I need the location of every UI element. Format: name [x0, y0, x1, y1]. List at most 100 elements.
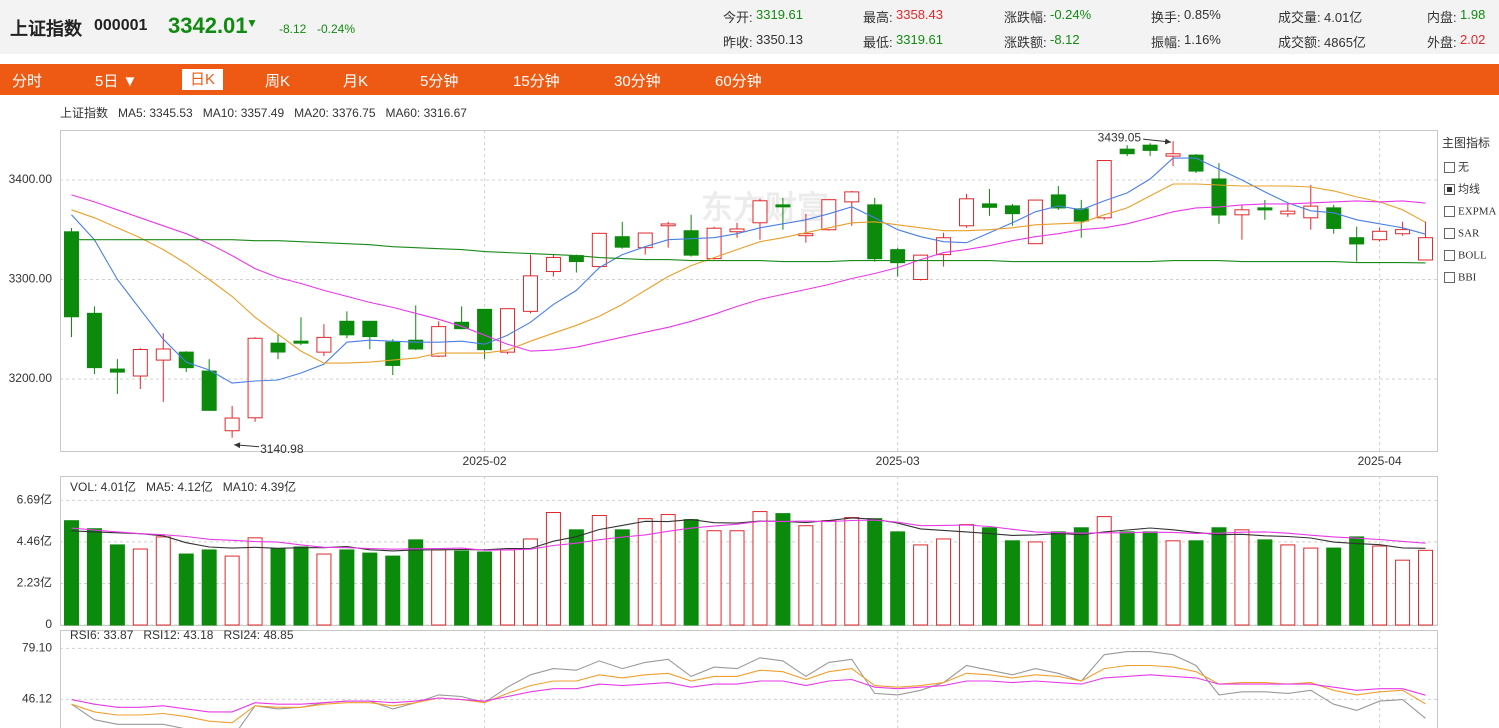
- legend-entry: MA5: 4.12亿: [146, 479, 213, 494]
- candle-body: [522, 275, 538, 312]
- volume-bar: [1418, 549, 1434, 626]
- candle-body: [729, 228, 745, 233]
- indicator-line: [71, 674, 1426, 713]
- stat-value: 3358.43: [896, 7, 943, 22]
- candle-body: [454, 321, 470, 330]
- candle-body: [637, 232, 653, 249]
- volume-bar: [706, 530, 722, 626]
- indicator-line: [71, 664, 1426, 724]
- stat-label: 涨跌额:: [1004, 35, 1047, 50]
- legend-entry: MA10: 4.39亿: [223, 479, 296, 494]
- volume-bar: [1142, 531, 1158, 626]
- option-label[interactable]: BBI: [1458, 272, 1477, 284]
- candle-body: [362, 320, 378, 338]
- y-tick-label: 2.23亿: [17, 575, 52, 590]
- volume-bar: [155, 536, 171, 626]
- period-tab[interactable]: 5日 ▼: [95, 73, 138, 90]
- option-label[interactable]: BOLL: [1458, 250, 1487, 262]
- candle-body: [1372, 230, 1388, 241]
- volume-bar: [1119, 531, 1135, 626]
- option-checkbox[interactable]: [1444, 272, 1455, 283]
- volume-bar: [545, 512, 561, 626]
- option-checkbox[interactable]: [1444, 228, 1455, 239]
- volume-bar: [752, 511, 768, 626]
- stat-label: 成交额:: [1278, 35, 1321, 50]
- x-tick-label: 2025-03: [876, 454, 920, 468]
- period-tab[interactable]: 周K: [265, 73, 291, 90]
- candle-body: [431, 326, 447, 357]
- volume-bar: [775, 513, 791, 626]
- volume-bar: [522, 538, 538, 626]
- stat-value: 1.98: [1460, 7, 1486, 22]
- option-check: [1447, 187, 1452, 192]
- stat-value: 0.85%: [1184, 7, 1221, 22]
- y-tick-label: 79.10: [22, 641, 52, 655]
- stat-value: 3350.13: [756, 32, 803, 47]
- volume-bar: [821, 520, 837, 626]
- volume-bar: [1257, 539, 1273, 626]
- period-tab[interactable]: 30分钟: [614, 73, 661, 90]
- volume-bar: [936, 538, 952, 626]
- menu-title: 主图指标: [1442, 135, 1490, 150]
- period-tab[interactable]: 月K: [343, 73, 369, 90]
- period-tab[interactable]: 60分钟: [715, 73, 762, 90]
- stat-value: 1.16%: [1184, 32, 1221, 47]
- y-tick-label: 6.69亿: [17, 492, 52, 507]
- indicator-line: [71, 239, 1426, 264]
- y-tick-label: 0: [45, 617, 52, 631]
- stat-value: 3319.61: [756, 7, 803, 22]
- index-code: 000001: [94, 17, 148, 34]
- last-price: 3342.01: [168, 13, 248, 38]
- volume-bar: [981, 527, 997, 626]
- legend-entry: MA5: 3345.53: [118, 106, 193, 120]
- low-label: 3140.98: [260, 442, 304, 456]
- legend-entry: RSI6: 33.87: [70, 628, 134, 642]
- plot-frame: [60, 630, 1438, 728]
- option-label[interactable]: 无: [1458, 162, 1469, 174]
- volume-bar: [454, 550, 470, 626]
- period-tab[interactable]: 15分钟: [513, 73, 560, 90]
- price-change-pct: -0.24%: [317, 22, 356, 36]
- option-label[interactable]: 均线: [1458, 182, 1480, 196]
- candle-body: [591, 232, 607, 268]
- indicator-line: [71, 157, 1426, 384]
- y-tick-label: 46.12: [22, 692, 52, 706]
- candle-body: [1073, 208, 1089, 222]
- candle-body: [132, 349, 148, 377]
- candle-body: [706, 227, 722, 260]
- option-checkbox[interactable]: [1444, 206, 1455, 217]
- plot-frame: [60, 476, 1438, 626]
- candle-body: [1257, 207, 1273, 211]
- candle-body: [247, 337, 263, 419]
- volume-bar: [1073, 527, 1089, 626]
- indicator-line: [71, 517, 1426, 552]
- stat-label: 振幅:: [1151, 35, 1181, 50]
- candle-body: [500, 308, 516, 353]
- candle-body: [660, 223, 676, 227]
- stat-label: 最高:: [863, 10, 893, 25]
- option-label[interactable]: EXPMA: [1458, 206, 1497, 218]
- option-label[interactable]: SAR: [1458, 228, 1480, 240]
- option-checkbox[interactable]: [1444, 162, 1455, 173]
- option-checkbox[interactable]: [1444, 250, 1455, 261]
- volume-bar: [1395, 559, 1411, 626]
- low-arrow: [234, 442, 260, 449]
- volume-bar: [408, 539, 424, 626]
- volume-bar: [270, 548, 286, 626]
- candle-body: [959, 198, 975, 227]
- volume-bar: [132, 548, 148, 626]
- legend-entry: RSI24: 48.85: [223, 628, 293, 642]
- y-tick-label: 4.46亿: [17, 533, 52, 548]
- volume-bar: [798, 525, 814, 626]
- candle-body: [1326, 207, 1342, 229]
- volume-bar: [1280, 544, 1296, 626]
- high-arrow: [1143, 138, 1172, 145]
- period-tab[interactable]: 分时: [12, 73, 43, 90]
- volume-bar: [201, 549, 217, 626]
- volume-bar: [339, 549, 355, 626]
- quote-header: 上证指数 000001 3342.01 ▼ -8.12 -0.24% 今开: 33…: [0, 0, 1499, 54]
- period-tab[interactable]: 日K: [182, 69, 224, 90]
- volume-bar: [614, 529, 630, 626]
- period-tab[interactable]: 5分钟: [420, 73, 459, 90]
